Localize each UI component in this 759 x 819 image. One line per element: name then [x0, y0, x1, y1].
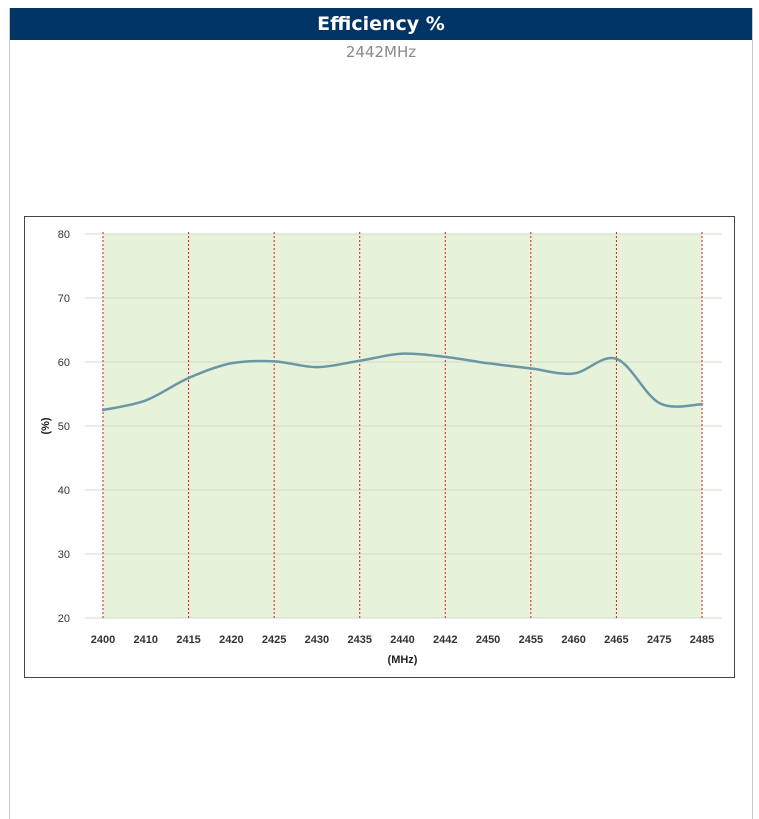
- x-tick-label-2485: 2485: [690, 634, 714, 646]
- y-tick-label-40: 40: [58, 485, 70, 497]
- x-tick-label-2420: 2420: [219, 634, 243, 646]
- x-tick-label-2425: 2425: [262, 634, 286, 646]
- x-tick-label-2415: 2415: [176, 634, 200, 646]
- y-tick-label-20: 20: [58, 613, 70, 625]
- x-tick-label-2410: 2410: [134, 634, 158, 646]
- series-line-efficiency: [101, 352, 704, 412]
- x-tick-label-2450: 2450: [476, 634, 500, 646]
- panel-title: Efficiency %: [10, 8, 752, 40]
- chart-frame: 20 30 40 50 60 70 80 2400 2410 2415 2420 2425 2430 24…: [24, 216, 735, 678]
- y-tick-label-80: 80: [58, 229, 70, 241]
- x-tick-label-2475: 2475: [647, 634, 671, 646]
- y-axis-label: (%): [40, 417, 52, 434]
- x-axis-label: (MHz): [388, 654, 418, 666]
- x-tick-label-2435: 2435: [347, 634, 371, 646]
- x-tick-label-2400: 2400: [91, 634, 115, 646]
- panel-subtitle: 2442MHz: [345, 43, 417, 61]
- y-tick-label-30: 30: [58, 549, 70, 561]
- x-tick-label-2440: 2440: [390, 634, 414, 646]
- x-tick-label-2460: 2460: [561, 634, 585, 646]
- y-tick-label-70: 70: [58, 293, 70, 305]
- y-tick-label-50: 50: [58, 421, 70, 433]
- x-tick-label-2430: 2430: [305, 634, 329, 646]
- y-tick-label-60: 60: [58, 357, 70, 369]
- x-tick-label-2455: 2455: [519, 634, 543, 646]
- efficiency-chart: 20 30 40 50 60 70 80 2400 2410 2415 2420 2425 2430 24…: [40, 229, 722, 666]
- x-tick-label-2465: 2465: [604, 634, 628, 646]
- x-tick-label-2442: 2442: [433, 634, 457, 646]
